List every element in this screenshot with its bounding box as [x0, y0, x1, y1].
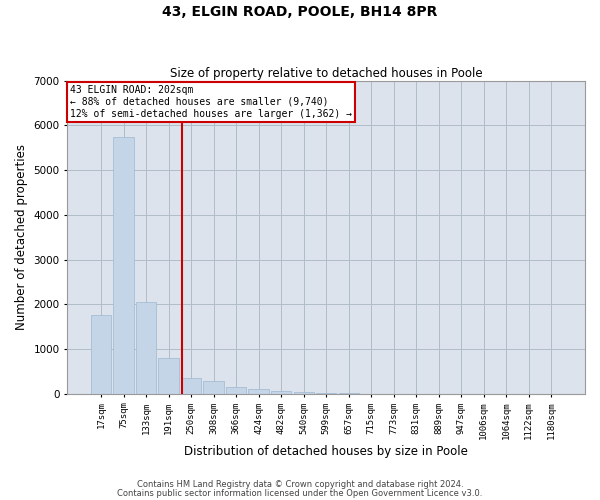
Bar [91, 316, 111, 394]
Text: 43 ELGIN ROAD: 202sqm
← 88% of detached houses are smaller (9,740)
12% of semi-d: 43 ELGIN ROAD: 202sqm ← 88% of detached … [70, 86, 352, 118]
Bar [203, 381, 224, 394]
Text: Contains public sector information licensed under the Open Government Licence v3: Contains public sector information licen… [118, 488, 482, 498]
Title: Size of property relative to detached houses in Poole: Size of property relative to detached ho… [170, 66, 482, 80]
X-axis label: Distribution of detached houses by size in Poole: Distribution of detached houses by size … [184, 444, 468, 458]
Bar [248, 389, 269, 394]
Bar [271, 391, 291, 394]
Bar [226, 387, 246, 394]
Bar [181, 378, 201, 394]
Bar [136, 302, 156, 394]
Text: 43, ELGIN ROAD, POOLE, BH14 8PR: 43, ELGIN ROAD, POOLE, BH14 8PR [163, 5, 437, 19]
Y-axis label: Number of detached properties: Number of detached properties [15, 144, 28, 330]
Bar [158, 358, 179, 394]
Bar [113, 136, 134, 394]
Text: Contains HM Land Registry data © Crown copyright and database right 2024.: Contains HM Land Registry data © Crown c… [137, 480, 463, 489]
Bar [293, 392, 314, 394]
